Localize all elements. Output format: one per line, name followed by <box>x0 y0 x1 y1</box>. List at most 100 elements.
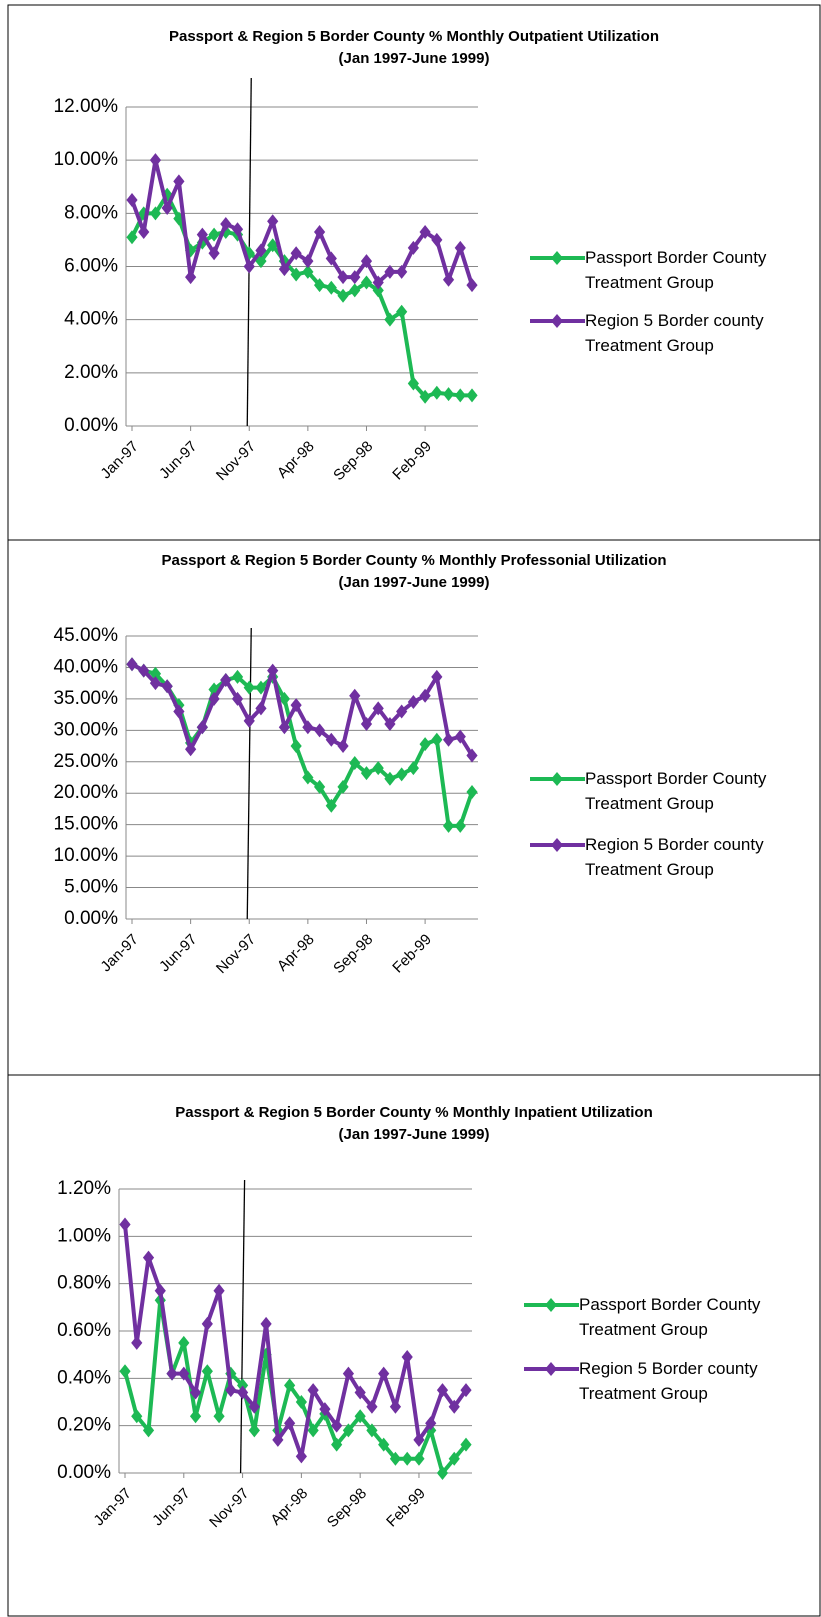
y-tick-label: 0.80% <box>57 1273 111 1294</box>
x-tick-label: Sep-98 <box>330 931 376 977</box>
data-point <box>354 1385 366 1400</box>
chart-subtitle: (Jan 1997-June 1999) <box>339 50 490 67</box>
data-point <box>342 1366 355 1381</box>
data-point <box>166 1366 178 1381</box>
data-point <box>431 732 443 747</box>
x-tick-label: Jan-97 <box>90 1485 134 1529</box>
data-point <box>460 1383 472 1398</box>
data-point <box>295 1395 307 1409</box>
data-point <box>419 688 431 703</box>
y-tick-label: 35.00% <box>54 688 119 709</box>
data-point <box>396 264 408 279</box>
data-point <box>389 1451 402 1466</box>
data-point <box>313 278 326 293</box>
data-point <box>278 262 291 277</box>
legend-marker <box>545 1362 557 1376</box>
data-point <box>425 1423 437 1438</box>
data-point <box>313 723 326 738</box>
data-point <box>442 272 455 287</box>
data-point <box>325 280 337 295</box>
x-tick-label: Jun-97 <box>156 931 200 975</box>
data-point <box>243 713 255 728</box>
data-point <box>466 784 478 799</box>
data-point <box>161 679 173 694</box>
data-point <box>290 246 302 261</box>
data-point <box>454 729 466 744</box>
legend-marker <box>551 772 563 786</box>
data-point <box>290 739 302 754</box>
legend-marker <box>551 251 563 265</box>
data-point <box>307 1383 319 1398</box>
data-point <box>267 214 279 229</box>
data-point <box>196 720 208 735</box>
data-point <box>325 251 337 266</box>
data-point <box>431 385 443 400</box>
data-point <box>231 669 244 684</box>
data-point <box>231 222 244 237</box>
data-point <box>448 1451 460 1466</box>
data-point <box>243 259 255 274</box>
x-tick-label: Nov-97 <box>213 438 259 484</box>
data-point <box>231 691 244 706</box>
y-tick-label: 15.00% <box>54 814 119 835</box>
x-tick-label: Jun-97 <box>149 1485 193 1529</box>
y-tick-label: 0.20% <box>57 1415 111 1436</box>
data-point <box>360 275 373 290</box>
data-point <box>354 1409 366 1424</box>
data-point <box>236 1385 249 1400</box>
data-point <box>126 230 138 245</box>
data-point <box>267 238 279 253</box>
data-point <box>442 732 455 747</box>
data-point <box>384 771 396 786</box>
data-point <box>178 1366 190 1381</box>
data-point <box>313 224 326 239</box>
data-point <box>319 1402 331 1417</box>
y-tick-label: 4.00% <box>64 309 118 330</box>
data-point <box>325 798 337 813</box>
data-point <box>378 1437 390 1452</box>
x-tick-label: Jan-97 <box>97 438 141 482</box>
legend-label: Passport Border County Treatment Group <box>579 1295 761 1339</box>
data-point <box>431 669 443 684</box>
data-point <box>384 717 396 732</box>
data-point <box>208 691 220 706</box>
data-point <box>149 676 162 691</box>
data-point <box>413 1432 425 1447</box>
data-point <box>284 1416 296 1431</box>
data-point <box>302 254 314 269</box>
data-point <box>290 698 302 713</box>
data-point <box>425 1416 437 1431</box>
data-point <box>372 701 384 716</box>
y-tick-label: 25.00% <box>54 751 119 772</box>
data-point <box>154 1283 166 1298</box>
data-point <box>407 695 419 710</box>
y-tick-label: 5.00% <box>64 877 118 898</box>
chart-title: Passport & Region 5 Border County % Mont… <box>161 552 666 569</box>
data-point <box>442 818 455 833</box>
x-tick-label: Nov-97 <box>213 931 259 977</box>
data-point <box>372 283 384 298</box>
data-point <box>272 1432 284 1447</box>
data-point <box>149 206 162 221</box>
data-point <box>401 1350 413 1365</box>
y-tick-label: 6.00% <box>64 256 118 277</box>
data-point <box>255 701 267 716</box>
data-point <box>407 240 419 255</box>
data-point <box>178 1335 190 1350</box>
data-point <box>142 1423 155 1438</box>
chart-subtitle: (Jan 1997-June 1999) <box>339 1126 490 1143</box>
data-point <box>413 1451 425 1466</box>
x-tick-label: Apr-98 <box>274 931 318 975</box>
x-tick-label: Feb-99 <box>383 1485 429 1531</box>
x-tick-label: Feb-99 <box>389 438 435 484</box>
data-point <box>454 818 466 833</box>
x-tick-label: Nov-97 <box>206 1485 252 1531</box>
data-point <box>454 388 466 403</box>
y-tick-label: 1.00% <box>57 1225 111 1246</box>
y-tick-label: 12.00% <box>54 96 119 117</box>
data-point <box>448 1399 460 1414</box>
data-point <box>278 720 291 735</box>
data-point <box>173 174 185 189</box>
